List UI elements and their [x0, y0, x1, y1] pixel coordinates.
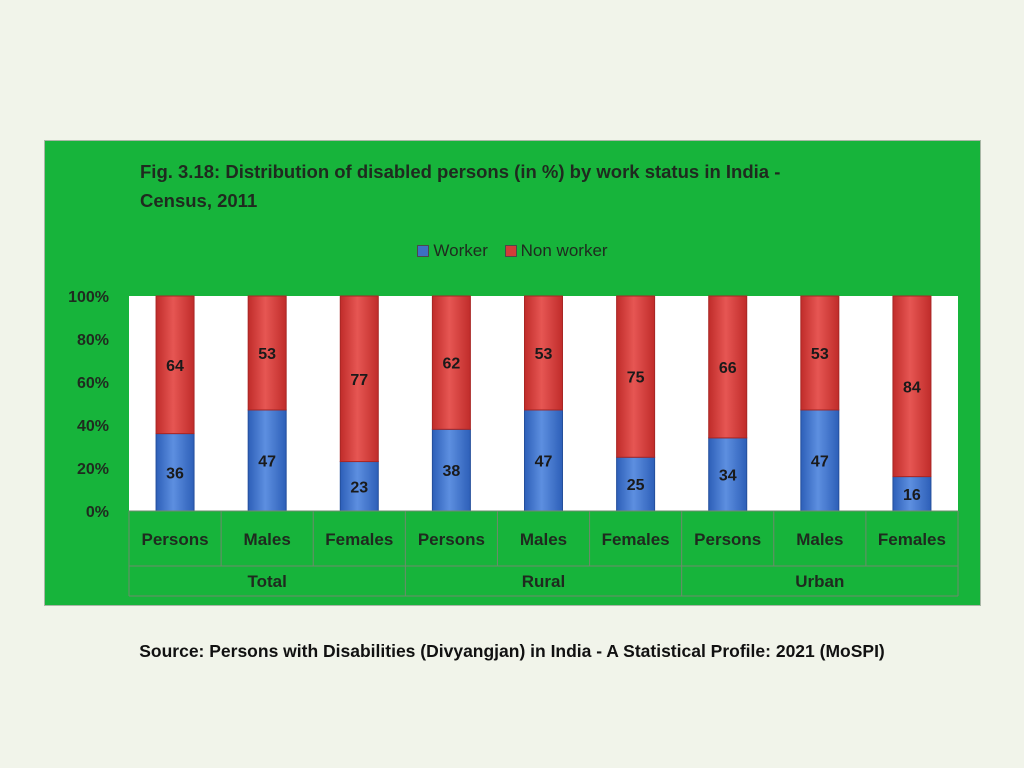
data-label-non-worker: 84 — [903, 379, 921, 396]
group-label: Total — [247, 572, 286, 591]
group-label: Rural — [522, 572, 565, 591]
data-label-worker: 36 — [166, 465, 184, 482]
bar-worker — [155, 433, 195, 512]
data-label-worker: 25 — [627, 477, 645, 494]
bar-non-worker — [892, 295, 932, 478]
data-label-worker: 38 — [442, 463, 460, 480]
source-caption: Source: Persons with Disabilities (Divya… — [139, 641, 885, 661]
data-label-non-worker: 62 — [442, 356, 460, 373]
chart-title-line-2: Census, 2011 — [140, 190, 258, 211]
bar-non-worker — [524, 295, 563, 411]
category-label: Females — [878, 530, 946, 549]
data-label-non-worker: 66 — [719, 360, 737, 377]
category-label: Females — [602, 530, 670, 549]
data-label-worker: 16 — [903, 487, 921, 504]
data-label-worker: 47 — [535, 453, 553, 470]
y-tick-label: 80% — [77, 332, 109, 349]
category-label: Males — [796, 530, 843, 549]
legend-item-non-worker: Non worker — [504, 241, 608, 261]
y-tick-label: 20% — [77, 461, 109, 478]
bar-worker — [800, 409, 840, 512]
data-label-non-worker: 53 — [811, 346, 829, 363]
bar-non-worker — [708, 295, 748, 439]
chart-title-line-1: Fig. 3.18: Distribution of disabled pers… — [140, 161, 781, 182]
legend-label-non-worker: Non worker — [520, 241, 608, 260]
category-label: Males — [520, 530, 567, 549]
bar-worker — [524, 409, 563, 512]
data-label-non-worker: 64 — [166, 358, 184, 375]
bar-non-worker — [247, 295, 287, 411]
category-label: Males — [244, 530, 291, 549]
category-label: Persons — [418, 530, 485, 549]
legend-label-worker: Worker — [433, 241, 488, 260]
data-label-non-worker: 77 — [350, 372, 368, 389]
bar-worker — [616, 456, 656, 512]
bar-non-worker — [800, 295, 840, 411]
data-label-worker: 47 — [811, 453, 829, 470]
bar-worker — [892, 476, 932, 512]
legend-swatch-worker — [417, 245, 430, 257]
chart-legend: Worker Non worker — [45, 241, 980, 262]
y-tick-label: 40% — [77, 418, 109, 435]
bar-non-worker — [155, 295, 195, 435]
legend-swatch-non-worker — [504, 245, 517, 257]
data-label-worker: 34 — [719, 467, 737, 484]
y-tick-label: 0% — [86, 504, 109, 521]
bar-non-worker — [616, 295, 656, 458]
category-label: Persons — [694, 530, 761, 549]
bar-worker — [431, 428, 471, 512]
data-label-non-worker: 53 — [535, 346, 553, 363]
bar-worker — [708, 437, 748, 512]
category-label: Females — [325, 530, 393, 549]
data-label-worker: 23 — [350, 479, 368, 496]
data-label-non-worker: 53 — [258, 346, 276, 363]
chart-plot: 0% 20% 40% 60% 80% 100% 36 64 Persons 47 53 Males 23… — [68, 289, 959, 597]
data-label-worker: 47 — [258, 453, 276, 470]
chart-panel: 0% 20% 40% 60% 80% 100% 36 64 Persons 47 53 Males 23… — [44, 140, 981, 606]
bar-non-worker — [431, 295, 471, 430]
bar-non-worker — [339, 295, 379, 463]
y-tick-label: 100% — [68, 289, 109, 306]
group-label: Urban — [795, 572, 844, 591]
category-label: Persons — [142, 530, 209, 549]
data-label-non-worker: 75 — [627, 370, 645, 387]
y-tick-label: 60% — [77, 375, 109, 392]
legend-item-worker: Worker — [417, 241, 488, 261]
